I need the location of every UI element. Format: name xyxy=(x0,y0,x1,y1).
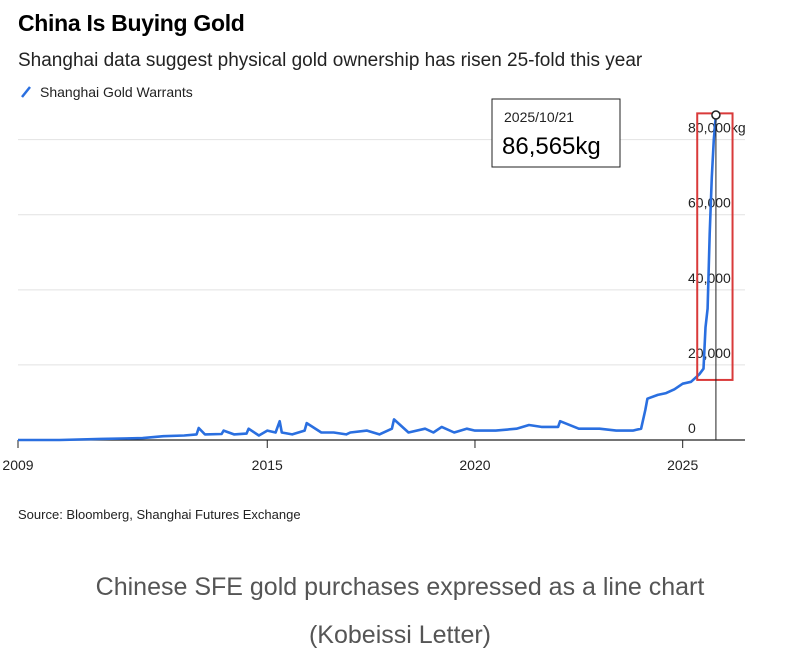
chart-subtitle: Shanghai data suggest physical gold owne… xyxy=(18,50,643,71)
annotation-value: 86,565kg xyxy=(502,133,601,160)
highlight-box xyxy=(696,112,734,381)
caption: Chinese SFE gold purchases expressed as … xyxy=(0,563,800,659)
legend-line-icon xyxy=(21,86,31,98)
caption-line-1: Chinese SFE gold purchases expressed as … xyxy=(95,573,705,601)
x-tick-label: 2015 xyxy=(252,457,283,473)
annotation-date: 2025/10/21 xyxy=(504,109,574,125)
y-tick-label: 80,000kg xyxy=(688,120,746,136)
series-layer xyxy=(18,114,718,442)
annotation-box xyxy=(491,98,621,168)
y-tick-label: 0 xyxy=(688,420,696,436)
legend-label: Shanghai Gold Warrants xyxy=(40,84,193,100)
source-note: Source: Bloomberg, Shanghai Futures Exch… xyxy=(18,507,301,522)
x-axis: 2009 2015 2020 2025 xyxy=(2,439,745,473)
grid xyxy=(18,139,745,366)
y-tick-label: 20,000 xyxy=(688,345,731,361)
annotation-layer: 2025/10/21 86,565kg xyxy=(491,98,734,440)
legend: Shanghai Gold Warrants xyxy=(20,84,193,100)
x-tick-label: 2020 xyxy=(459,457,490,473)
chart-title: China Is Buying Gold xyxy=(18,10,245,36)
x-tick-label: 2025 xyxy=(667,457,698,473)
caption-line-2: (Kobeissi Letter) xyxy=(308,621,492,649)
annotation-point xyxy=(711,110,721,120)
y-tick-label: 60,000 xyxy=(688,195,731,211)
x-tick-label: 2009 xyxy=(2,457,33,473)
series-line-shanghai-gold-warrants xyxy=(18,114,718,442)
